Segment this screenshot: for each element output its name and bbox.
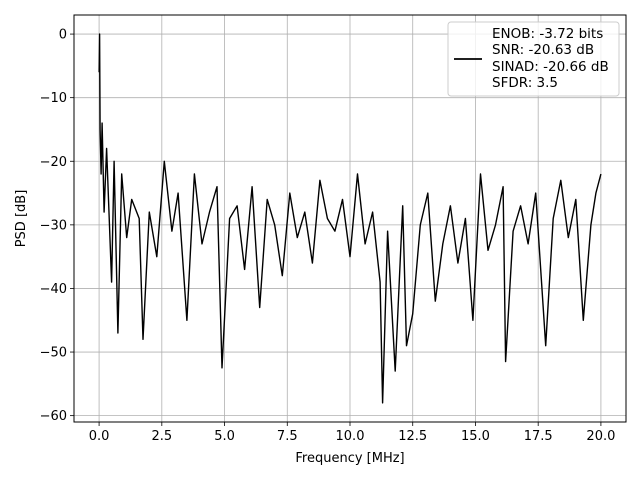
x-tick-label: 17.5 — [524, 429, 553, 444]
legend-line-sfdr: SFDR: 3.5 — [492, 75, 558, 91]
x-axis-label: Frequency [MHz] — [295, 451, 404, 466]
y-tick-label: −40 — [40, 282, 67, 297]
x-tick-label: 2.5 — [151, 429, 172, 444]
y-tick-label: 0 — [59, 28, 67, 43]
x-tick-label: 20.0 — [586, 429, 615, 444]
axis-ticks: 0.0 2.5 5.0 7.5 10.0 12.5 15.0 17.5 20.0 0 −10 −20 −… — [40, 28, 616, 444]
x-tick-label: 10.0 — [336, 429, 365, 444]
y-tick-label: −50 — [40, 346, 67, 361]
x-tick-label: 12.5 — [398, 429, 427, 444]
legend-line-enob: ENOB: -3.72 bits — [492, 26, 603, 42]
legend: ENOB: -3.72 bits SNR: -20.63 dB SINAD: -… — [447, 21, 620, 97]
legend-line-snr: SNR: -20.63 dB — [492, 42, 594, 58]
y-tick-label: −60 — [40, 409, 67, 424]
y-tick-label: −30 — [40, 218, 67, 233]
y-axis-label: PSD [dB] — [14, 190, 29, 248]
x-tick-label: 7.5 — [277, 429, 298, 444]
legend-line-sinad: SINAD: -20.66 dB — [492, 59, 609, 75]
y-tick-label: −10 — [40, 91, 67, 106]
psd-series-line — [98, 33, 602, 404]
legend-box — [447, 21, 620, 97]
x-tick-label: 15.0 — [461, 429, 490, 444]
y-tick-label: −20 — [40, 155, 67, 170]
x-tick-label: 5.0 — [214, 429, 235, 444]
x-tick-label: 0.0 — [89, 429, 110, 444]
series-layer — [98, 33, 602, 404]
